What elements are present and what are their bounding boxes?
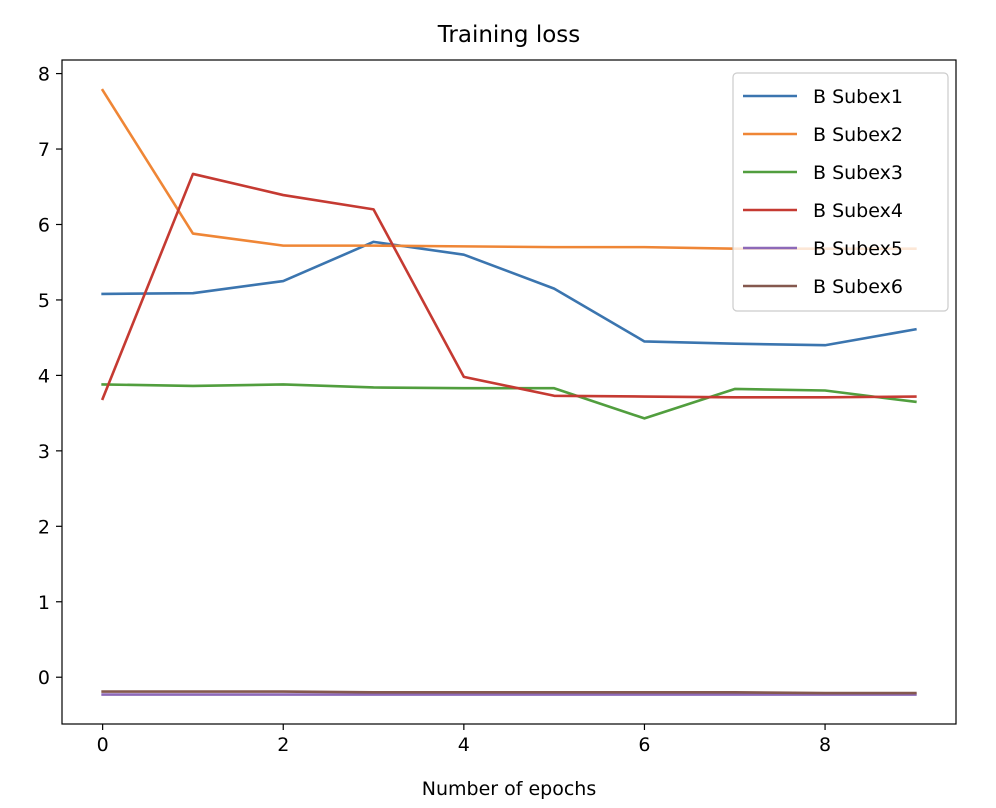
y-axis: 0 1 2 3 4 5 6 7 8 (38, 64, 62, 689)
x-axis: 0 2 4 6 8 (97, 724, 831, 756)
legend-label-6: B Subex6 (813, 276, 903, 298)
series-line-3 (101, 383, 917, 420)
legend-label-2: B Subex2 (813, 124, 903, 146)
y-tick-label: 5 (38, 290, 50, 312)
y-tick-label: 4 (38, 365, 50, 387)
x-tick-label: 4 (458, 734, 470, 756)
y-tick-label: 1 (38, 592, 50, 614)
chart-title: Training loss (437, 22, 581, 48)
x-tick-label: 2 (277, 734, 289, 756)
legend: B Subex1 B Subex2 B Subex3 B Subex4 B Subex5… (732, 72, 949, 312)
y-tick-label: 8 (38, 64, 50, 86)
x-tick-label: 8 (819, 734, 831, 756)
y-tick-label: 3 (38, 441, 50, 463)
legend-label-5: B Subex5 (813, 238, 903, 260)
legend-label-3: B Subex3 (813, 162, 903, 184)
y-tick-label: 7 (38, 139, 50, 161)
y-tick-label: 2 (38, 516, 50, 538)
plot-lines (100, 88, 917, 696)
x-tick-label: 6 (638, 734, 650, 756)
y-tick-label: 6 (38, 214, 50, 236)
x-axis-label: Number of epochs (422, 778, 596, 800)
plot-frame (61, 59, 957, 725)
legend-label-1: B Subex1 (813, 86, 903, 108)
y-tick-label: 0 (38, 667, 50, 689)
x-tick-label: 0 (97, 734, 109, 756)
legend-label-4: B Subex4 (813, 200, 903, 222)
series-line-4 (100, 172, 917, 401)
series-line-1 (101, 240, 917, 347)
legend-box (732, 72, 949, 312)
series-line-6 (101, 690, 917, 695)
